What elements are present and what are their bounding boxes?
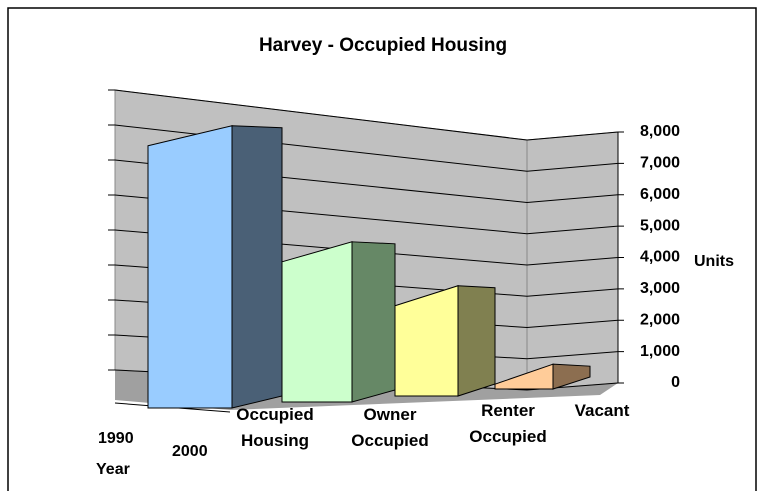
y-tick-label: 6,000	[640, 186, 680, 203]
y-tick-label: 3,000	[640, 280, 680, 297]
grid-line	[114, 124, 528, 172]
grid-line	[526, 351, 619, 360]
grid-line	[526, 131, 619, 141]
bar-front	[147, 125, 233, 409]
grid-line	[526, 288, 619, 297]
bar-side	[351, 241, 396, 403]
grid-line	[526, 319, 619, 328]
grid-line	[526, 225, 619, 235]
y-tick-label: 8,000	[640, 123, 680, 140]
chart-border	[7, 7, 757, 491]
y-tick-label: 7,000	[640, 155, 680, 172]
bar-front	[394, 285, 459, 397]
bar-front	[281, 241, 353, 403]
y-axis-label: Units	[694, 253, 734, 270]
x-tick-label: Owner Occupied	[351, 405, 429, 450]
depth-label: 1990	[98, 430, 134, 447]
y-tick-label: 4,000	[640, 249, 680, 266]
chart-title: Harvey - Occupied Housing	[259, 35, 507, 56]
y-tick-label: 2,000	[640, 311, 680, 328]
grid-line	[114, 89, 528, 141]
y-tick-label: 1,000	[640, 343, 680, 360]
grid-line	[526, 162, 619, 172]
bar-side	[552, 363, 591, 390]
y-tick-label: 5,000	[640, 217, 680, 234]
depth-axis-title: Year	[96, 461, 130, 478]
grid-line	[526, 194, 619, 203]
bar-side	[457, 285, 496, 397]
x-tick-label: Vacant	[574, 401, 630, 420]
depth-label: 2000	[172, 443, 208, 460]
grid-line	[526, 257, 619, 266]
y-tick-label: 0	[671, 374, 680, 391]
x-tick-label: Occupied Housing	[236, 405, 314, 450]
x-tick-label: Renter Occupied	[469, 401, 547, 446]
bar-side	[231, 125, 283, 409]
